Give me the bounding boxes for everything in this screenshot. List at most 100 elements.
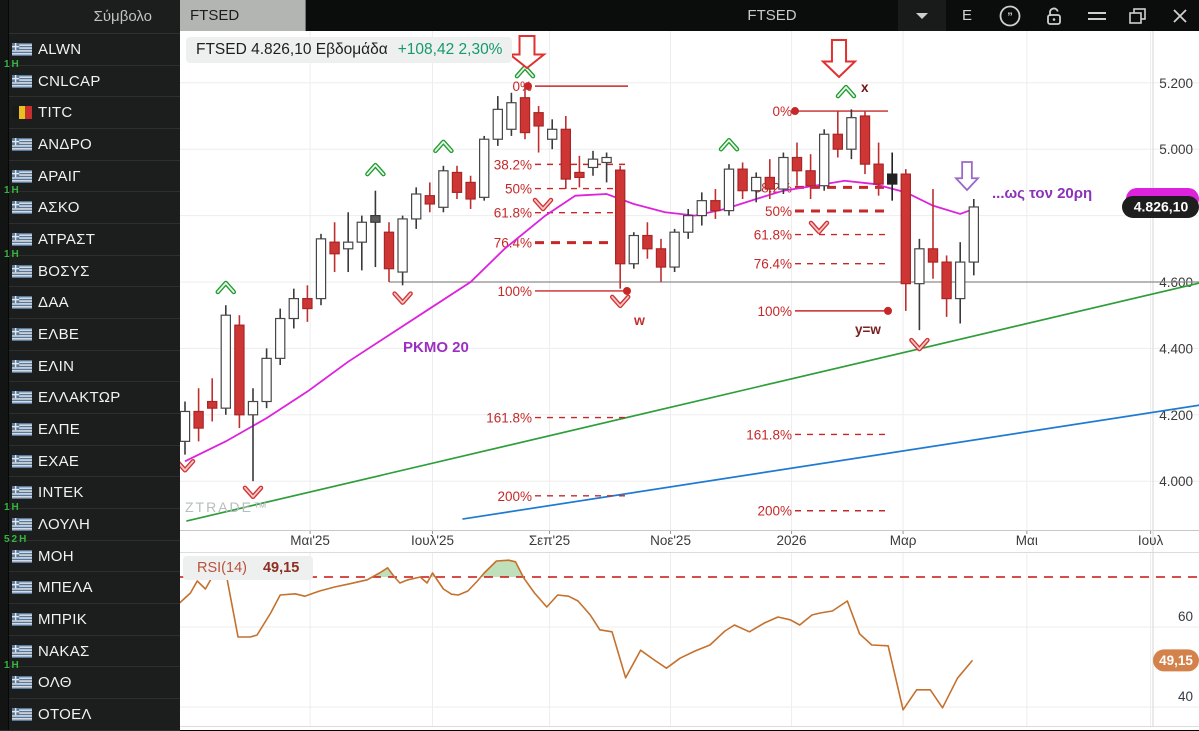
- rsi-value: 49,15: [262, 560, 300, 576]
- sidebar-item-ΝΑΚΑΣ[interactable]: ΝΑΚΑΣ: [0, 636, 180, 668]
- price-axis-label: 5.000: [1159, 142, 1193, 157]
- sidebar-item-ΛΟΥΛΗ[interactable]: 1H ΛΟΥΛΗ: [0, 502, 180, 541]
- watchlist-header: Σύμβολο: [0, 0, 180, 34]
- candle: [207, 378, 218, 422]
- date-axis-label: 2026: [777, 533, 807, 548]
- candle: [587, 150, 599, 176]
- greece-flag-icon: [12, 581, 32, 595]
- sidebar-item-ΜΠΕΛΑ[interactable]: ΜΠΕΛΑ: [0, 572, 180, 605]
- rsi-axis-label: 40: [1178, 689, 1193, 704]
- candle: [560, 116, 572, 190]
- signal-inner: [611, 296, 630, 307]
- sidebar-item-ΕΛΛΑΚΤΩΡ[interactable]: ΕΛΛΑΚΤΩΡ: [0, 382, 180, 415]
- sidebar-item-ΑΝΔΡΟ[interactable]: ΑΝΔΡΟ: [0, 129, 180, 161]
- fib-label: 100%: [497, 284, 532, 299]
- close-icon[interactable]: [1166, 0, 1194, 31]
- e-indicator[interactable]: E: [961, 7, 972, 24]
- symbol-label: ΕΛΛΑΚΤΩΡ: [38, 389, 121, 407]
- rsi-label: RSI(14): [197, 560, 247, 576]
- symbol-label: ΒΟΣΥΣ: [38, 262, 90, 280]
- sidebar-item-ΕΛΒΕ[interactable]: ΕΛΒΕ: [0, 319, 180, 351]
- sidebar-item-ΑΣΚΟ[interactable]: 1H ΑΣΚΟ: [0, 185, 180, 225]
- fib-anchor-dot: [623, 286, 631, 295]
- ma-annotation: ΡΚΜΟ 20: [403, 339, 469, 356]
- candle: [846, 109, 857, 160]
- candle: [791, 142, 803, 186]
- candle: [547, 119, 558, 150]
- symbol-label: ΕΛΒΕ: [38, 325, 80, 343]
- signal-inner: [534, 199, 552, 210]
- sidebar-item-ΙΝΤΕΚ[interactable]: ΙΝΤΕΚ: [0, 477, 180, 510]
- menu-icon[interactable]: [1083, 0, 1111, 31]
- symbol-label: ΜΟΗ: [38, 547, 74, 565]
- sidebar-item-ΕΛΙΝ[interactable]: ΕΛΙΝ: [0, 351, 180, 383]
- timeframe-badge: 1H: [4, 660, 21, 672]
- candle: [778, 152, 789, 195]
- wave-yw-annotation: y=w: [855, 322, 881, 337]
- candle: [356, 215, 367, 271]
- price-axis-label: 4.400: [1159, 341, 1193, 356]
- date-axis-label: Μαρ: [890, 533, 917, 548]
- candle: [234, 315, 245, 429]
- symbol-label: ΟΤΟΕΛ: [38, 705, 92, 723]
- greece-flag-icon: [12, 296, 32, 310]
- signal-inner: [837, 86, 855, 97]
- sidebar-item-ALWN[interactable]: ALWN: [0, 34, 180, 66]
- greece-flag-icon: [12, 359, 32, 373]
- candle: [315, 233, 327, 306]
- sidebar-item-ΟΤΟΕΛ[interactable]: ΟΤΟΕΛ: [0, 699, 180, 731]
- sidebar-item-ΑΤΡΑΣΤ[interactable]: ΑΤΡΑΣΤ: [0, 224, 180, 256]
- candle: [642, 222, 653, 259]
- restore-window-icon[interactable]: [1124, 0, 1152, 31]
- greece-flag-icon: [12, 201, 32, 215]
- candle: [873, 142, 884, 196]
- sidebar-item-TITC[interactable]: TITC: [0, 97, 180, 130]
- target-annotation: ...ως τον 20ρη: [992, 185, 1093, 202]
- rsi-value-badge: [1153, 649, 1199, 672]
- rsi-overbought-fill: [480, 560, 524, 577]
- candle: [451, 165, 463, 199]
- candle: [383, 222, 395, 282]
- candle: [805, 154, 816, 199]
- sidebar-item-ΒΟΣΥΣ[interactable]: 1H ΒΟΣΥΣ: [0, 249, 180, 288]
- greece-flag-icon: [12, 327, 32, 341]
- candle: [533, 106, 544, 153]
- timeframe-badge: 1H: [4, 185, 21, 197]
- ma20-line: [184, 179, 975, 463]
- candle: [492, 96, 504, 146]
- candle: [220, 305, 232, 415]
- candle: [288, 288, 299, 329]
- quote-icon[interactable]: ”: [996, 0, 1024, 31]
- sidebar-item-CNLCAP[interactable]: 1H CNLCAP: [0, 59, 180, 98]
- chart-panel[interactable]: Μαι'25 Ιουλ'25 Σεπ'25 Νοε'25 2026 Μαρ Μαι Ιουλ 5…: [180, 31, 1199, 730]
- tab-ftsed[interactable]: FTSED: [180, 0, 306, 31]
- greece-flag-icon: [12, 391, 32, 405]
- greece-flag-icon: [12, 74, 32, 88]
- symbol-label: TITC: [38, 104, 73, 122]
- sidebar-item-ΑΡΑΙΓ[interactable]: ΑΡΑΙΓ: [0, 161, 180, 193]
- dropdown-button[interactable]: [898, 0, 946, 31]
- chevron-down-icon: [916, 12, 928, 19]
- sidebar-item-ΜΟΗ[interactable]: 52H ΜΟΗ: [0, 534, 180, 573]
- wave-w-annotation: w: [634, 312, 645, 328]
- sidebar-item-ΜΠΡΙΚ[interactable]: ΜΠΡΙΚ: [0, 604, 180, 636]
- symbol-label: ΑΝΔΡΟ: [38, 135, 93, 153]
- unlock-icon[interactable]: [1040, 0, 1068, 31]
- left-strip: [0, 0, 9, 730]
- candle: [261, 348, 272, 409]
- price-rsi-chart[interactable]: Μαι'25 Ιουλ'25 Σεπ'25 Νοε'25 2026 Μαρ Μαι Ιουλ 5…: [180, 31, 1199, 730]
- price-axis-label: 4.200: [1159, 408, 1193, 423]
- sidebar-item-ΕΧΑΕ[interactable]: ΕΧΑΕ: [0, 446, 180, 478]
- sidebar-item-ΕΛΠΕ[interactable]: ΕΛΠΕ: [0, 414, 180, 446]
- candle: [818, 129, 830, 191]
- sidebar-item-ΟΛΘ[interactable]: 1H ΟΛΘ: [0, 660, 180, 700]
- fib-anchor-dot: [791, 107, 799, 116]
- greece-flag-icon: [12, 517, 32, 531]
- timeframe-badge: 52H: [4, 533, 29, 545]
- symbol-list: ALWN 1H CNLCAP TITC ΑΝΔΡΟ ΑΡΑΙΓ 1H ΑΣΚΟ ΑΤΡΑΣΤ 1H…: [0, 34, 180, 731]
- sidebar-item-ΔΑΑ[interactable]: ΔΑΑ: [0, 287, 180, 320]
- symbol-label: ΕΛΠΕ: [38, 420, 81, 438]
- signal-inner: [810, 222, 828, 233]
- candle: [247, 388, 259, 482]
